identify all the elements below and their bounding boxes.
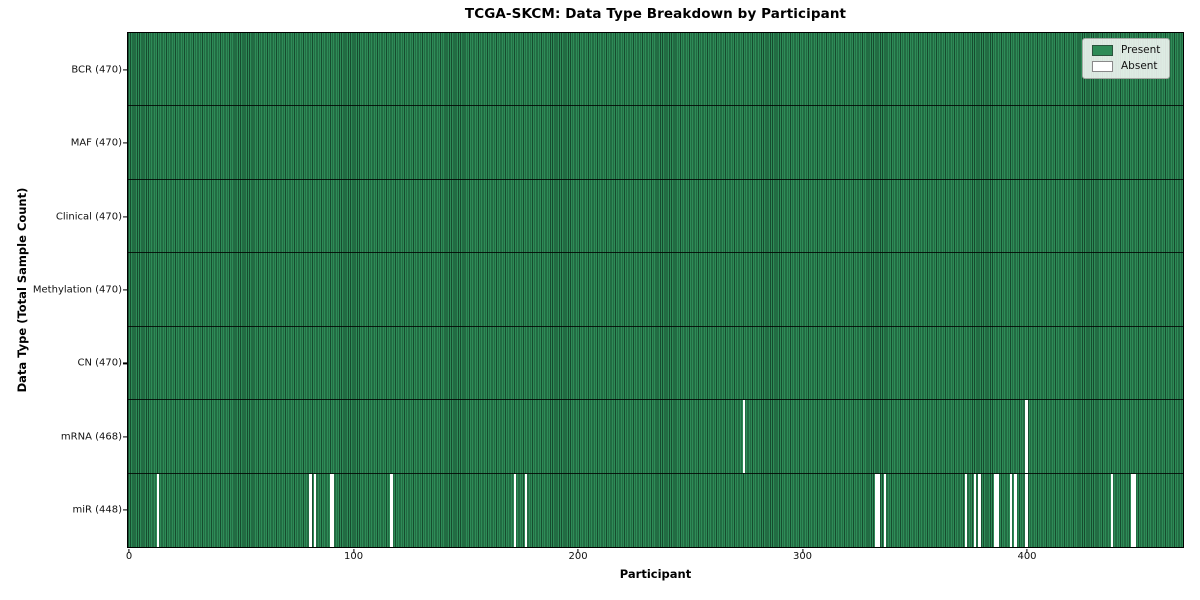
- y-tick-label: mRNA (468): [60, 431, 122, 443]
- absent-mark: [309, 473, 312, 547]
- y-tick-mark: [123, 69, 127, 71]
- y-tick-mark: [123, 289, 127, 291]
- matrix-row-bcr: [127, 32, 1183, 106]
- x-tick-label: 400: [1017, 551, 1037, 562]
- legend-swatch-absent: [1092, 61, 1113, 72]
- x-tick-mark: [1026, 548, 1028, 553]
- absent-mark: [742, 400, 745, 473]
- absent-mark: [993, 473, 997, 547]
- x-tick-mark: [128, 548, 130, 553]
- absent-mark: [964, 473, 968, 547]
- legend-label: Absent: [1121, 60, 1158, 73]
- y-tick-mark: [123, 436, 127, 438]
- absent-mark: [978, 473, 981, 547]
- absent-mark: [1133, 473, 1136, 547]
- matrix-row-maf: [127, 105, 1183, 179]
- matrix-row-clinical: [127, 178, 1183, 253]
- y-tick-label: MAF (470): [70, 137, 122, 149]
- x-axis-label: Participant: [619, 567, 692, 581]
- absent-mark: [877, 473, 880, 547]
- legend: Present Absent: [1082, 38, 1171, 79]
- x-tick-label: 100: [344, 551, 364, 562]
- chart-title: TCGA-SKCM: Data Type Breakdown by Partic…: [464, 6, 847, 22]
- absent-mark: [1130, 473, 1134, 547]
- absent-mark: [883, 473, 887, 547]
- absent-mark: [973, 473, 977, 547]
- x-tick-mark: [577, 548, 579, 553]
- y-tick-label: Methylation (470): [32, 284, 122, 296]
- y-tick-mark: [123, 142, 127, 144]
- absent-mark: [513, 473, 516, 547]
- absent-mark: [156, 473, 160, 547]
- y-tick-label: Clinical (470): [55, 211, 122, 223]
- y-tick-label: CN (470): [77, 357, 122, 369]
- x-tick-mark: [801, 548, 804, 553]
- matrix-row-mrna: [127, 399, 1183, 473]
- x-tick-mark: [353, 548, 355, 553]
- absent-mark: [1025, 473, 1028, 547]
- matrix-row-methylation: [127, 252, 1183, 326]
- absent-mark: [524, 473, 528, 547]
- y-tick-label: BCR (470): [71, 64, 122, 76]
- legend-item-present: Present: [1092, 45, 1160, 56]
- y-tick-mark: [123, 362, 127, 364]
- matrix-row-cn: [127, 325, 1183, 400]
- absent-mark: [313, 473, 317, 547]
- absent-mark: [329, 473, 332, 547]
- absent-mark: [996, 473, 999, 547]
- y-tick-mark: [123, 509, 127, 511]
- absent-mark: [1009, 473, 1013, 547]
- y-tick-mark: [123, 216, 127, 218]
- x-tick-label: 0: [125, 551, 133, 562]
- absent-mark: [874, 473, 878, 547]
- absent-mark: [390, 473, 393, 547]
- legend-label: Present: [1121, 44, 1161, 57]
- absent-mark: [1025, 400, 1028, 473]
- legend-swatch-present: [1092, 45, 1113, 56]
- matrix-row-mir: [127, 472, 1183, 547]
- absent-mark: [1014, 473, 1017, 547]
- plot-area: [126, 31, 1184, 548]
- y-tick-label: miR (448): [72, 504, 122, 516]
- x-tick-label: 200: [568, 551, 588, 562]
- legend-item-absent: Absent: [1092, 61, 1160, 72]
- absent-mark: [331, 473, 335, 547]
- x-tick-label: 300: [792, 551, 813, 562]
- absent-mark: [1110, 473, 1114, 547]
